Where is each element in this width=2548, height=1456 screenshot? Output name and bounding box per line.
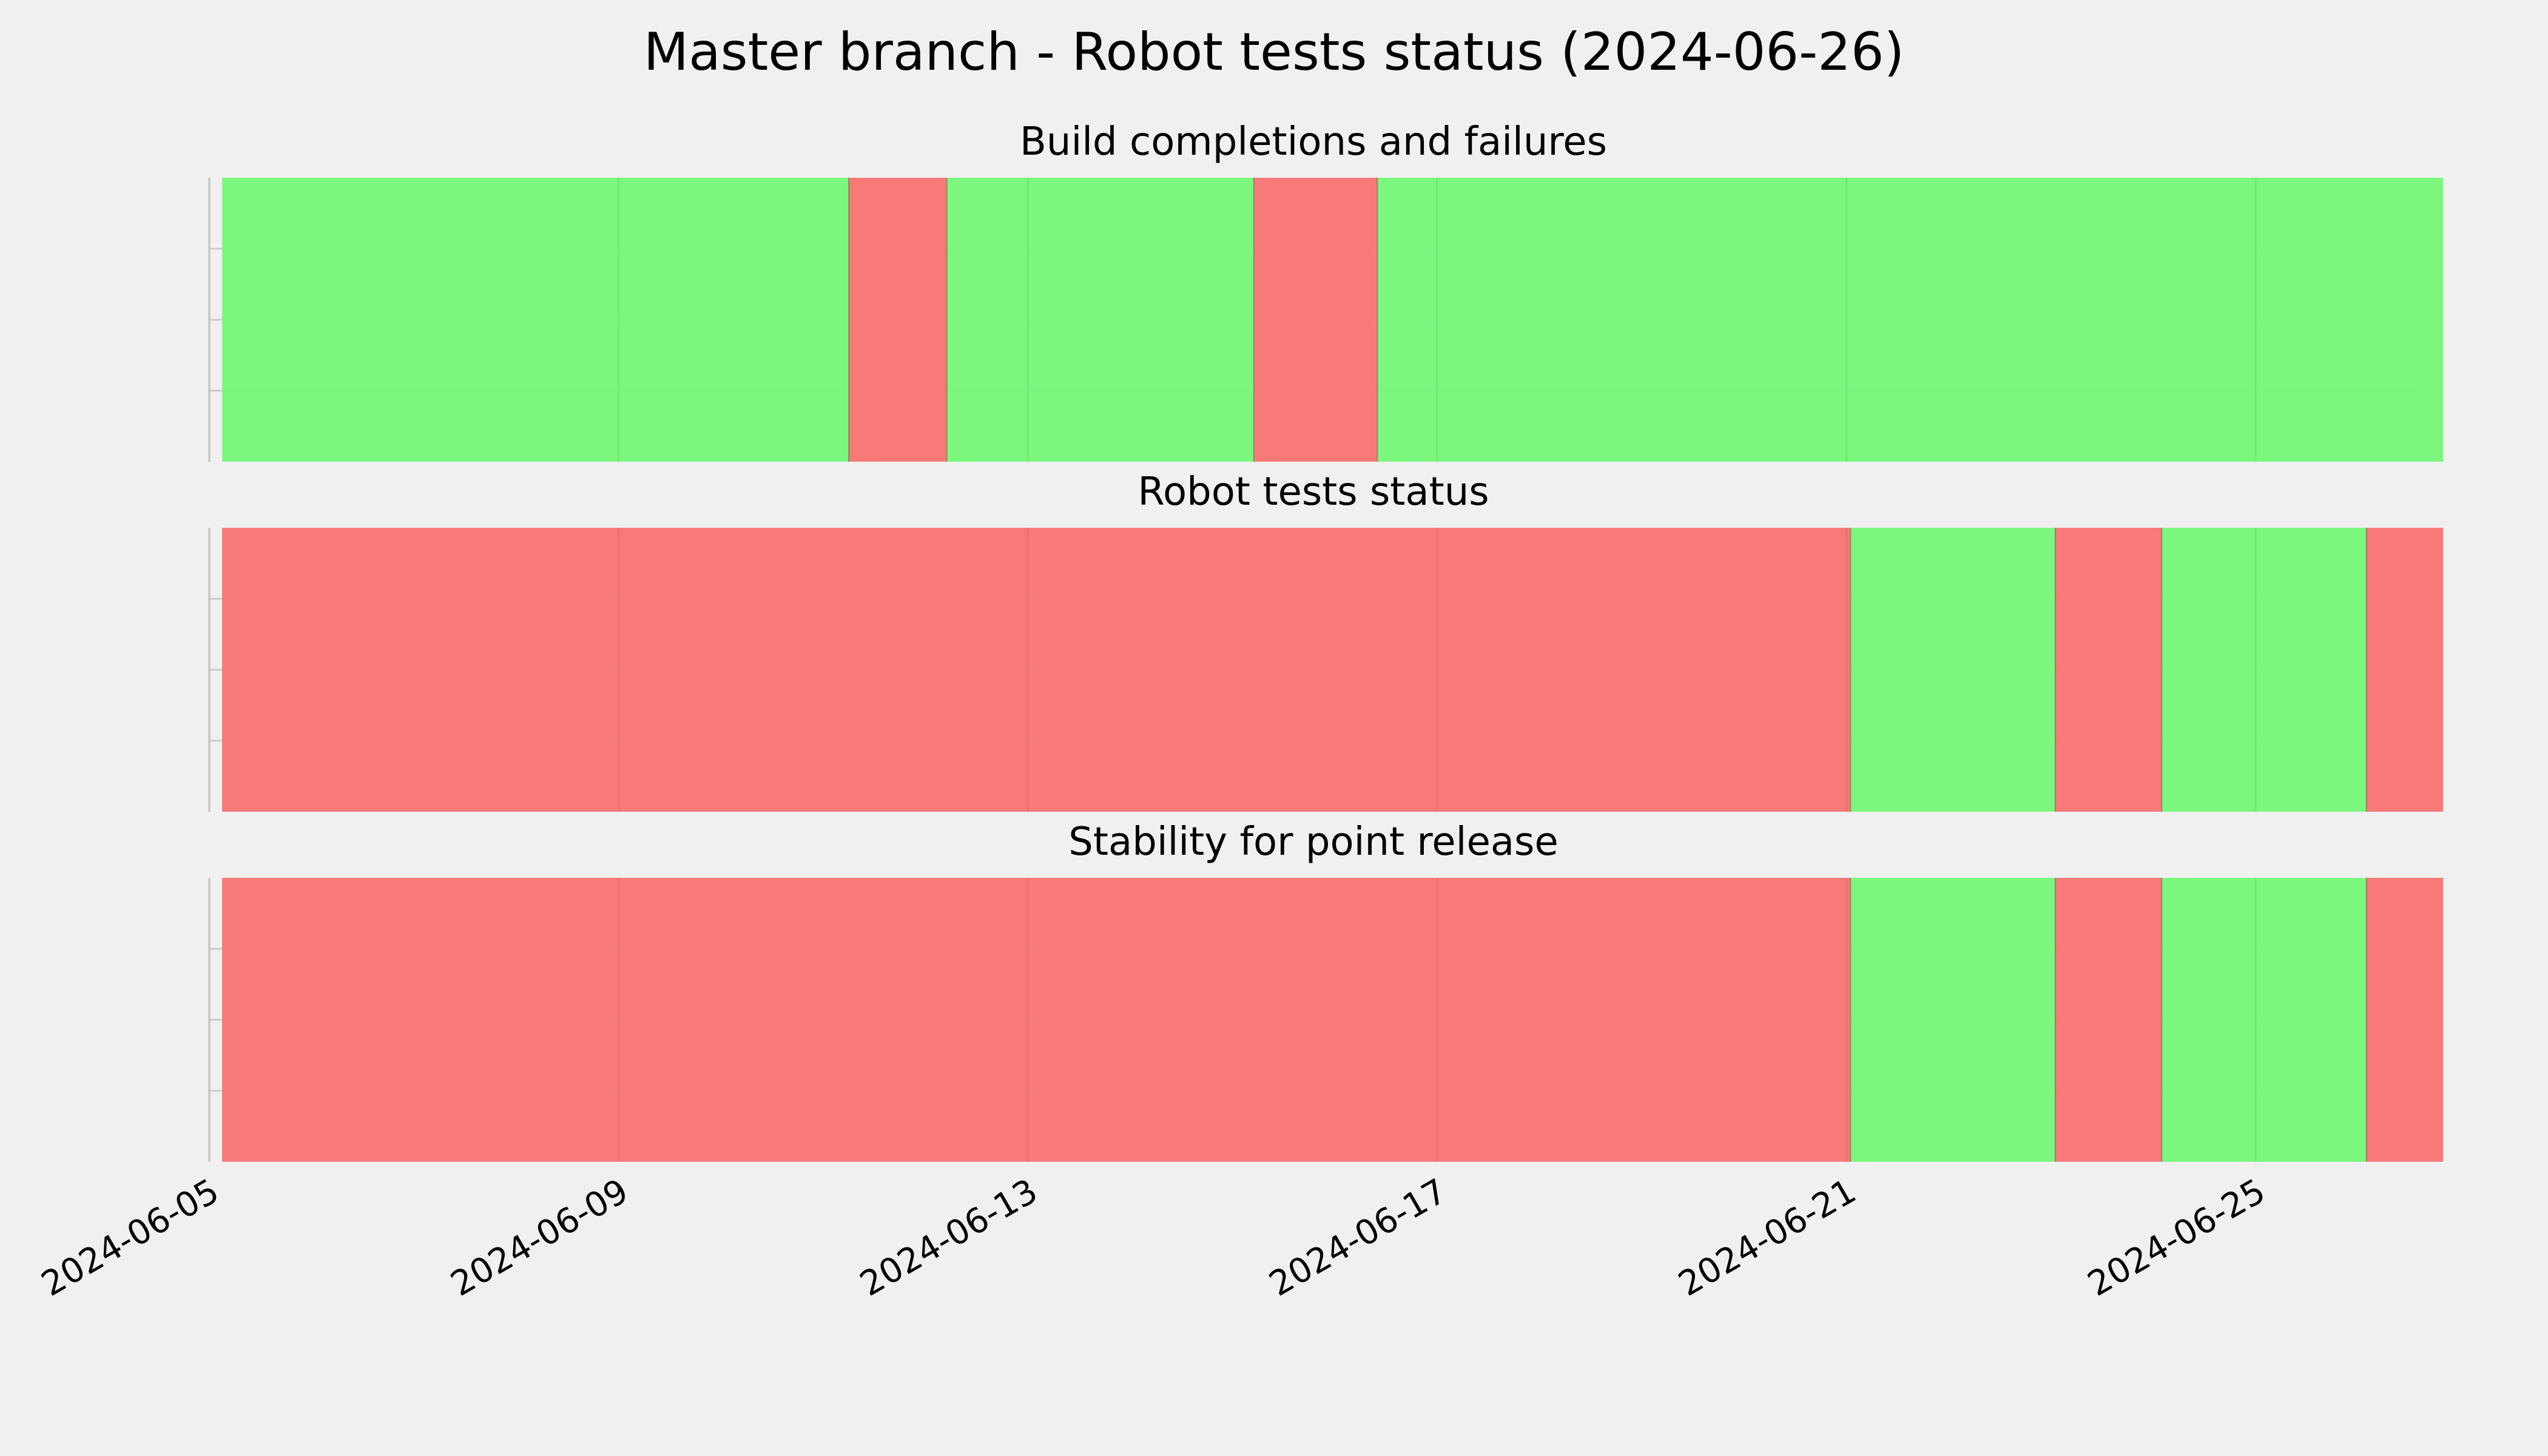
panels-group: Build completions and failures Robot test… bbox=[208, 120, 2444, 1162]
status-segment-pass bbox=[222, 178, 849, 462]
status-segment-pass bbox=[2162, 528, 2367, 812]
panel-title: Stability for point release bbox=[1068, 820, 1559, 864]
status-segment-fail bbox=[849, 178, 947, 462]
panel-title: Build completions and failures bbox=[1020, 120, 1607, 164]
status-segment-pass bbox=[1377, 178, 2444, 462]
status-segment-fail bbox=[222, 878, 1851, 1162]
status-segment-fail bbox=[2055, 878, 2162, 1162]
status-segment-pass bbox=[946, 178, 1254, 462]
chart-title: Master branch - Robot tests status (2024… bbox=[644, 22, 1904, 83]
status-segment-pass bbox=[2162, 878, 2367, 1162]
status-segment-pass bbox=[1850, 878, 2055, 1162]
panel-3: Stability for point release bbox=[208, 820, 2444, 1162]
status-segment-fail bbox=[2366, 878, 2444, 1162]
panel-title: Robot tests status bbox=[1138, 470, 1489, 514]
panel-2: Robot tests status bbox=[208, 470, 2444, 812]
status-segment-fail bbox=[2366, 528, 2444, 812]
status-segment-fail bbox=[2055, 528, 2162, 812]
status-segment-fail bbox=[222, 528, 1851, 812]
panel-1: Build completions and failures bbox=[208, 120, 2444, 462]
status-segment-fail bbox=[1253, 178, 1378, 462]
status-segment-pass bbox=[1850, 528, 2055, 812]
